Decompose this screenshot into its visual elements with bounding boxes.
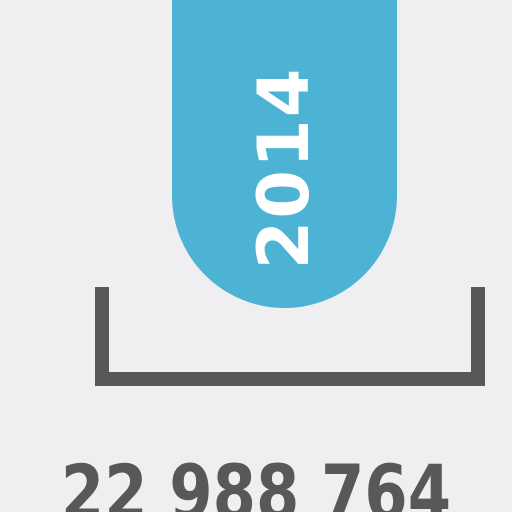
year-label: 2014 xyxy=(249,67,319,270)
statistic-value: 22 988 764 xyxy=(46,455,466,512)
bracket-shape xyxy=(95,287,485,386)
